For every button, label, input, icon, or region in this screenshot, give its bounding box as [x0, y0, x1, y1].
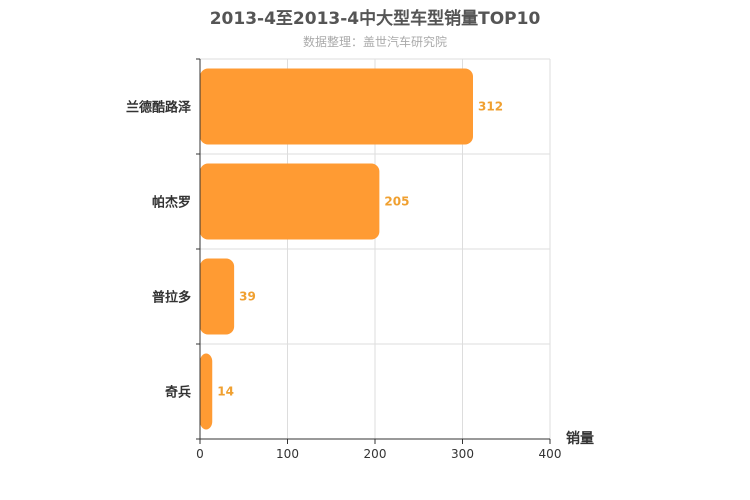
bar-4: [200, 353, 213, 430]
data-label: 205: [384, 195, 409, 209]
x-tick-label: 0: [196, 447, 204, 461]
x-tick-label: 400: [539, 447, 562, 461]
chart-title: 2013-4至2013-4中大型车型销量TOP10: [209, 9, 541, 29]
x-tick-label: 300: [451, 447, 474, 461]
bar-layer: 312 205 39 14: [200, 68, 503, 430]
data-label: 39: [239, 290, 256, 304]
bar-3: [200, 258, 235, 335]
bar-1: [200, 68, 473, 145]
x-axis-title: 销量: [566, 430, 594, 447]
y-tick-label: 奇兵: [165, 385, 191, 401]
x-tick-label: 100: [276, 447, 299, 461]
y-tick-label: 普拉多: [152, 290, 191, 306]
data-label: 14: [217, 385, 234, 399]
y-tick-label: 兰德酷路泽: [126, 100, 192, 116]
x-tick-label: 200: [364, 447, 387, 461]
chart-subtitle: 数据整理：盖世汽车研究院: [302, 35, 447, 49]
bar-2: [200, 163, 380, 240]
data-label: 312: [478, 100, 503, 114]
y-tick-label: 帕杰罗: [152, 195, 191, 211]
